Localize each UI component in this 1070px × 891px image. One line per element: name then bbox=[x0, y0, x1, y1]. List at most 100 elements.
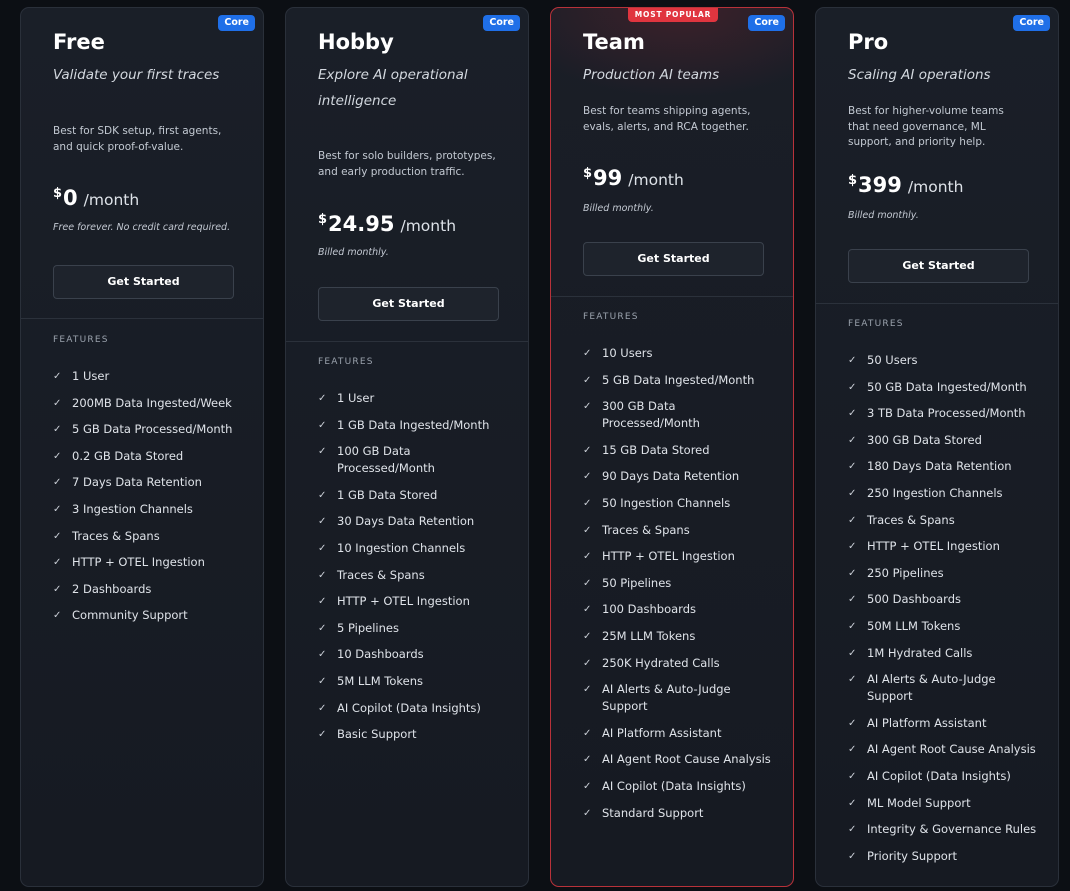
features-heading: FEATURES bbox=[53, 335, 109, 345]
feature-label: 10 Users bbox=[602, 346, 653, 360]
check-icon: ✓ bbox=[583, 577, 592, 589]
check-icon: ✓ bbox=[848, 850, 857, 862]
feature-label: AI Copilot (Data Insights) bbox=[867, 768, 1011, 783]
feature-label: Basic Support bbox=[337, 727, 417, 742]
feature-label: 1 User bbox=[72, 369, 110, 383]
feature-list: ✓ 1 User ✓ 1 GB Data Ingested/Month ✓ 100 G… bbox=[318, 390, 518, 753]
feature-item: ✓ AI Copilot (Data Insights) bbox=[583, 778, 783, 795]
feature-label: Integrity & Governance Rules bbox=[867, 822, 1037, 837]
feature-item: ✓ Traces & Spans bbox=[318, 567, 518, 584]
feature-label: 0.2 GB Data Stored bbox=[72, 448, 184, 463]
feature-item: ✓ AI Copilot (Data Insights) bbox=[848, 768, 1048, 785]
feature-item: ✓ AI Alerts & Auto-Judge Support bbox=[848, 671, 1017, 705]
feature-item: ✓ 25M LLM Tokens bbox=[583, 628, 783, 645]
check-icon: ✓ bbox=[848, 674, 857, 686]
feature-label: 5 Pipelines bbox=[337, 620, 399, 635]
plan-tagline: Validate your first traces bbox=[53, 67, 220, 83]
plan-name: Free bbox=[53, 30, 105, 54]
feature-label: 15 GB Data Stored bbox=[602, 442, 710, 457]
check-icon: ✓ bbox=[53, 477, 62, 489]
feature-item: ✓ Community Support bbox=[53, 607, 253, 624]
get-started-button[interactable]: Get Started bbox=[53, 265, 234, 299]
check-icon: ✓ bbox=[318, 393, 327, 404]
feature-item: ✓ 5M LLM Tokens bbox=[318, 673, 518, 690]
price-period: /month bbox=[628, 171, 684, 189]
feature-item: ✓ 10 Dashboards bbox=[318, 646, 518, 663]
feature-label: 100 GB Data Processed/Month bbox=[337, 444, 435, 476]
feature-label: AI Agent Root Cause Analysis bbox=[867, 742, 1036, 757]
feature-label: 1 GB Data Ingested/Month bbox=[337, 417, 490, 432]
check-icon: ✓ bbox=[583, 471, 592, 483]
plan-card-hobby: Core Hobby Explore AI operational intell… bbox=[285, 7, 529, 887]
feature-label: 25M LLM Tokens bbox=[602, 628, 696, 643]
feature-label: Traces & Spans bbox=[337, 567, 425, 582]
check-icon: ✓ bbox=[583, 807, 592, 819]
feature-label: 3 Ingestion Channels bbox=[72, 501, 193, 516]
price-amount: 24.95 bbox=[328, 212, 395, 236]
feature-label: 250K Hydrated Calls bbox=[602, 655, 720, 670]
feature-item: ✓ HTTP + OTEL Ingestion bbox=[53, 554, 253, 571]
feature-label: 300 GB Data Stored bbox=[867, 432, 982, 447]
feature-label: AI Alerts & Auto-Judge Support bbox=[867, 672, 996, 704]
check-icon: ✓ bbox=[53, 450, 62, 462]
feature-item: ✓ HTTP + OTEL Ingestion bbox=[318, 593, 518, 610]
feature-label: AI Copilot (Data Insights) bbox=[602, 778, 746, 793]
check-icon: ✓ bbox=[318, 419, 327, 431]
check-icon: ✓ bbox=[318, 542, 327, 554]
check-icon: ✓ bbox=[848, 355, 857, 366]
get-started-button[interactable]: Get Started bbox=[318, 287, 499, 321]
divider bbox=[286, 341, 528, 342]
feature-label: 50 Users bbox=[867, 353, 918, 367]
check-icon: ✓ bbox=[318, 569, 327, 581]
core-badge: Core bbox=[218, 15, 255, 31]
most-popular-badge: MOST POPULAR bbox=[628, 8, 718, 22]
check-icon: ✓ bbox=[848, 408, 857, 420]
check-icon: ✓ bbox=[583, 444, 592, 456]
feature-item: ✓ Basic Support bbox=[318, 726, 518, 743]
check-icon: ✓ bbox=[848, 487, 857, 499]
billing-note: Free forever. No credit card required. bbox=[53, 222, 231, 233]
feature-label: ML Model Support bbox=[867, 795, 971, 810]
feature-label: AI Platform Assistant bbox=[867, 715, 987, 730]
feature-item: ✓ AI Platform Assistant bbox=[583, 725, 783, 742]
feature-label: 5 GB Data Processed/Month bbox=[72, 422, 233, 437]
feature-item: ✓ 50 Pipelines bbox=[583, 575, 783, 592]
get-started-button[interactable]: Get Started bbox=[848, 249, 1029, 283]
divider bbox=[816, 303, 1058, 304]
feature-label: 50 Pipelines bbox=[602, 575, 672, 590]
billing-note: Billed monthly. bbox=[318, 247, 389, 258]
feature-label: HTTP + OTEL Ingestion bbox=[72, 555, 205, 570]
feature-label: 50M LLM Tokens bbox=[867, 618, 961, 633]
plan-name: Pro bbox=[848, 30, 889, 54]
check-icon: ✓ bbox=[848, 647, 857, 659]
core-badge: Core bbox=[1013, 15, 1050, 31]
feature-item: ✓ 100 Dashboards bbox=[583, 601, 783, 618]
feature-item: ✓ 0.2 GB Data Stored bbox=[53, 448, 253, 465]
core-badge: Core bbox=[748, 15, 785, 31]
get-started-button[interactable]: Get Started bbox=[583, 242, 764, 276]
check-icon: ✓ bbox=[848, 770, 857, 782]
feature-item: ✓ HTTP + OTEL Ingestion bbox=[848, 538, 1048, 555]
feature-item: ✓ Traces & Spans bbox=[583, 522, 783, 539]
feature-item: ✓ 500 Dashboards bbox=[848, 591, 1048, 608]
feature-label: 200MB Data Ingested/Week bbox=[72, 395, 232, 410]
feature-item: ✓ 250 Pipelines bbox=[848, 565, 1048, 582]
feature-list: ✓ 10 Users ✓ 5 GB Data Ingested/Month ✓ 300… bbox=[583, 345, 783, 831]
price-period: /month bbox=[400, 217, 457, 235]
price-amount: 0 bbox=[63, 186, 78, 210]
check-icon: ✓ bbox=[318, 516, 327, 528]
feature-label: 300 GB Data Processed/Month bbox=[602, 399, 700, 431]
feature-label: AI Platform Assistant bbox=[602, 725, 722, 740]
feature-item: ✓ 50 Ingestion Channels bbox=[583, 495, 783, 512]
feature-item: ✓ 10 Users bbox=[583, 345, 783, 362]
feature-item: ✓ AI Agent Root Cause Analysis bbox=[848, 741, 1048, 758]
feature-label: 100 Dashboards bbox=[602, 602, 696, 617]
feature-label: 1M Hydrated Calls bbox=[867, 645, 973, 660]
divider bbox=[21, 318, 263, 319]
feature-label: 7 Days Data Retention bbox=[72, 475, 202, 490]
check-icon: ✓ bbox=[583, 348, 592, 359]
check-icon: ✓ bbox=[848, 620, 857, 632]
feature-item: ✓ HTTP + OTEL Ingestion bbox=[583, 548, 783, 565]
feature-item: ✓ AI Agent Root Cause Analysis bbox=[583, 751, 783, 768]
feature-label: HTTP + OTEL Ingestion bbox=[602, 549, 735, 564]
